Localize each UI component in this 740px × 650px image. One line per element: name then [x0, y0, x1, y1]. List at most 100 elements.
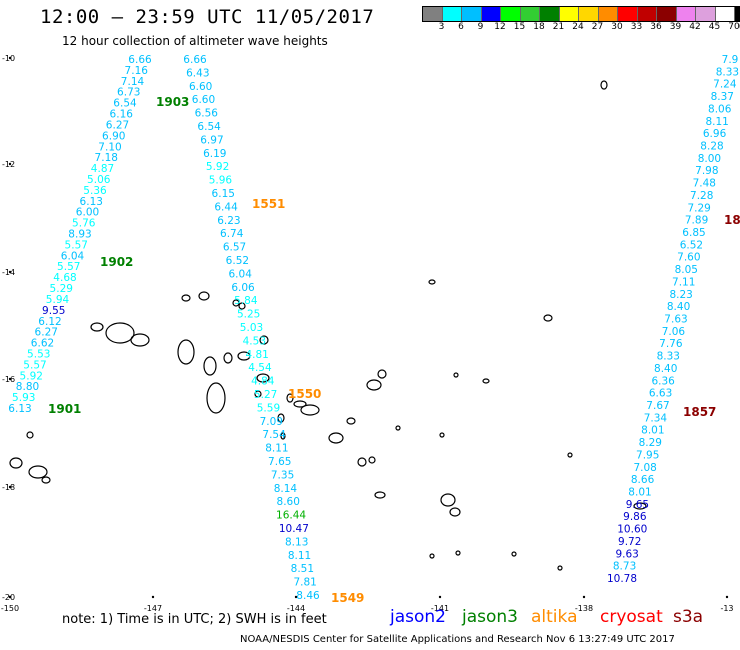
legend-label: (ft)	[739, 22, 740, 32]
wave-height-value: 8.11	[288, 550, 311, 562]
wave-height-value: 6.36	[651, 375, 675, 387]
wave-height-value: 8.11	[705, 116, 728, 128]
island-outline	[293, 400, 307, 408]
page-title: 12:00 – 23:59 UTC 11/05/2017	[40, 6, 375, 28]
island-outline	[198, 291, 210, 301]
legend-label: 30	[611, 22, 623, 32]
legend-label: 9	[477, 22, 484, 32]
wave-height-value: 5.53	[27, 348, 50, 360]
wave-height-value: 10.78	[607, 573, 637, 585]
wave-height-value: 4.54	[248, 362, 272, 374]
lat-tick-label: -12	[2, 160, 15, 169]
wave-height-value: 10.47	[279, 523, 309, 535]
legend-swatch	[618, 7, 638, 21]
legend-label: 3	[438, 22, 445, 32]
wave-height-value: 4.87	[91, 163, 114, 175]
footer-note: note: 1) Time is in UTC; 2) SWH is in fe…	[62, 612, 327, 627]
wave-height-value: 7.24	[713, 79, 737, 91]
island-outline	[440, 493, 456, 507]
wave-height-value: 6.52	[680, 239, 703, 251]
wave-height-value: 5.57	[65, 239, 88, 251]
island-outline	[395, 425, 401, 431]
wave-height-value: 8.14	[274, 483, 298, 495]
island-outline	[366, 379, 382, 391]
wave-height-value: 7.28	[690, 190, 713, 202]
wave-height-value: 5.76	[72, 218, 96, 230]
lon-tick-dot	[582, 595, 586, 599]
legend-swatch	[579, 7, 599, 21]
legend-swatch	[540, 7, 560, 21]
island-outline	[455, 550, 461, 556]
island-outline	[206, 382, 226, 414]
wave-height-value: 8.29	[639, 437, 662, 449]
wave-height-value: 5.03	[240, 322, 263, 334]
island-outline	[26, 431, 34, 439]
wave-height-value: 16.44	[276, 510, 306, 522]
pass-time-label: 1857	[683, 405, 716, 419]
axis-ticks: -150 -147 -144 -141 -138 -13 -10 -12 -14 -16 -18 -2…	[1, 54, 734, 613]
pass-time-label: 1550	[288, 387, 321, 401]
wave-height-value: 8.28	[700, 141, 723, 153]
island-outline	[238, 302, 246, 310]
island-outline	[130, 333, 150, 347]
pass-time-label: 18	[724, 213, 740, 227]
wave-height-value: 6.27	[106, 119, 129, 131]
wave-height-value: 7.89	[685, 215, 708, 227]
pass-time-labels: 1903 1902 1901 1551 1550 1549 18 1857	[48, 95, 740, 605]
wave-height-value: 6.62	[31, 338, 54, 350]
lon-tick-label: -150	[1, 604, 19, 613]
lon-tick-dot	[294, 595, 298, 599]
pass-time-label: 1551	[252, 197, 285, 211]
wave-height-value: 8.46	[296, 590, 320, 602]
legend-swatch	[715, 7, 735, 21]
credit-line: NOAA/NESDIS Center for Satellite Applica…	[240, 634, 675, 645]
wave-height-value: 6.27	[35, 327, 58, 339]
wave-height-value: 6.54	[113, 98, 137, 110]
satellite-legend-jason2: jason2	[390, 607, 446, 627]
wave-height-value: 6.74	[220, 228, 244, 240]
wave-height-value: 7.67	[646, 400, 669, 412]
wave-height-value: 6.54	[197, 121, 221, 133]
wave-height-value: 6.56	[195, 108, 219, 120]
wave-height-value: 8.06	[708, 103, 732, 115]
wave-height-value: 9.55	[42, 305, 65, 317]
wave-height-value: 5.93	[12, 392, 35, 404]
lon-tick-dot	[151, 595, 155, 599]
wave-height-value: 7.98	[695, 165, 718, 177]
pass-time-label: 1549	[331, 591, 364, 605]
legend-label: 21	[552, 22, 565, 32]
wave-height-value: 8.33	[716, 66, 739, 78]
lat-tick-label: -14	[2, 268, 15, 277]
island-outline	[28, 465, 48, 479]
island-outline	[567, 452, 573, 458]
wave-height-value: 8.11	[265, 443, 288, 455]
wave-height-value: 6.85	[682, 227, 705, 239]
legend-swatch	[657, 7, 677, 21]
wave-height-value: 6.57	[223, 242, 246, 254]
wave-height-value: 4.68	[53, 272, 76, 284]
island-outline	[41, 476, 51, 484]
legend-swatch	[501, 7, 521, 21]
lon-tick-dot	[725, 595, 729, 599]
wave-height-value: 5.27	[254, 389, 277, 401]
wave-height-value: 7.76	[659, 338, 683, 350]
island-outline	[256, 373, 270, 383]
legend-swatch	[637, 7, 657, 21]
wave-height-value: 5.92	[20, 370, 43, 382]
island-outline	[181, 294, 191, 302]
wave-height-value: 6.60	[189, 81, 212, 93]
wave-height-value: 8.33	[657, 351, 680, 363]
wave-height-value: 5.92	[206, 161, 229, 173]
island-outline	[223, 352, 233, 364]
lat-tick-dot	[8, 270, 12, 274]
wave-height-value: 6.66	[128, 54, 152, 66]
wave-height-value: 4.84	[251, 376, 275, 388]
wave-height-value: 7.34	[644, 412, 668, 424]
satellite-legend-altika: altika	[531, 607, 578, 627]
wave-height-value: 9.72	[618, 536, 641, 548]
island-outline	[232, 299, 240, 307]
wave-height-value: 8.37	[711, 91, 734, 103]
wave-height-value: 6.44	[214, 201, 238, 213]
wave-height-value: 5.29	[50, 283, 73, 295]
